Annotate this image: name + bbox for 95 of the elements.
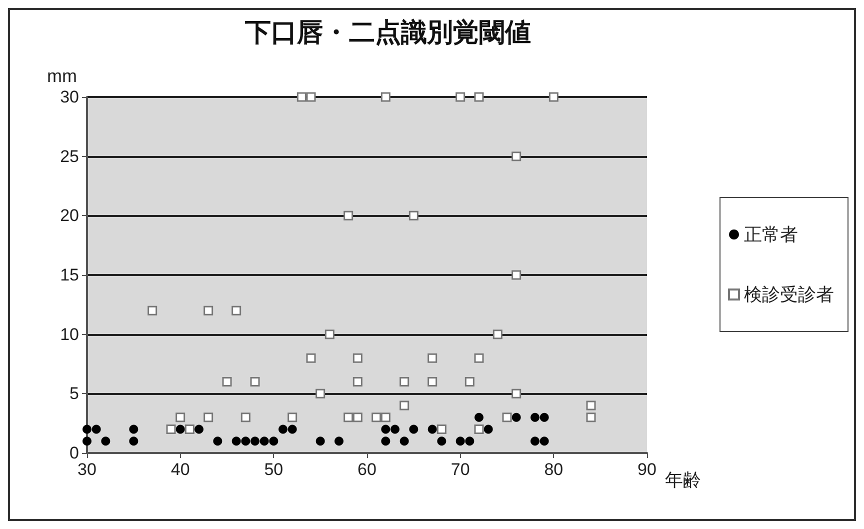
- point: [334, 436, 344, 446]
- point: [390, 424, 400, 434]
- point: [380, 92, 390, 102]
- point: [530, 412, 540, 422]
- point: [324, 330, 334, 340]
- point: [344, 412, 354, 422]
- point: [502, 412, 512, 422]
- point: [428, 353, 438, 363]
- point: [400, 377, 410, 387]
- point: [372, 412, 382, 422]
- point: [278, 424, 288, 434]
- point: [288, 424, 297, 434]
- legend-label: 正常者: [744, 224, 798, 244]
- point: [82, 436, 92, 446]
- y-tick-label: 10: [60, 324, 79, 344]
- point: [492, 330, 502, 340]
- point: [474, 424, 484, 434]
- point: [408, 210, 418, 220]
- point: [380, 412, 390, 422]
- legend-label: 検診受診者: [744, 284, 834, 304]
- point: [260, 436, 269, 446]
- point: [586, 412, 596, 422]
- point: [474, 353, 484, 363]
- point: [92, 424, 101, 434]
- point: [428, 424, 437, 434]
- point: [456, 436, 465, 446]
- point: [530, 436, 540, 446]
- point: [586, 400, 596, 410]
- point: [512, 388, 522, 398]
- y-tick-label: 5: [70, 384, 79, 404]
- point: [540, 436, 549, 446]
- point: [474, 92, 484, 102]
- point: [456, 92, 466, 102]
- point: [166, 424, 176, 434]
- point: [204, 306, 214, 316]
- chart-title: 下口唇・二点識別覚閾値: [244, 17, 531, 47]
- x-tick-label: 70: [450, 460, 470, 479]
- x-tick-label: 40: [170, 460, 190, 479]
- point: [381, 424, 390, 434]
- point: [512, 270, 522, 280]
- point: [101, 436, 110, 446]
- point: [176, 424, 185, 434]
- x-tick-label: 90: [638, 460, 656, 479]
- point: [409, 424, 418, 434]
- point: [204, 412, 214, 422]
- x-tick-label: 50: [264, 460, 284, 479]
- y-tick-label: 20: [60, 206, 79, 226]
- point: [316, 388, 326, 398]
- point: [296, 92, 306, 102]
- x-tick-label: 60: [358, 460, 376, 479]
- x-axis-title: 年齢: [665, 470, 701, 490]
- y-axis-title: mm: [47, 66, 77, 86]
- point: [241, 436, 250, 446]
- point: [540, 412, 549, 422]
- point: [464, 377, 474, 387]
- point: [512, 152, 522, 162]
- point: [352, 377, 362, 387]
- point: [306, 92, 316, 102]
- point: [288, 412, 298, 422]
- point: [232, 436, 241, 446]
- y-tick-label: 0: [70, 444, 79, 462]
- point: [400, 400, 410, 410]
- point: [484, 424, 493, 434]
- point: [148, 306, 158, 316]
- x-tick-label: 80: [544, 460, 564, 479]
- point: [82, 424, 92, 434]
- point: [306, 353, 316, 363]
- point: [129, 436, 138, 446]
- point: [437, 436, 446, 446]
- point: [474, 412, 484, 422]
- point: [194, 424, 204, 434]
- point: [352, 353, 362, 363]
- point: [548, 92, 558, 102]
- point: [250, 377, 260, 387]
- point: [176, 412, 186, 422]
- y-tick-label: 15: [60, 266, 79, 284]
- point: [184, 424, 194, 434]
- point: [269, 436, 278, 446]
- point: [344, 210, 354, 220]
- point: [400, 436, 409, 446]
- point: [129, 424, 138, 434]
- point: [222, 377, 232, 387]
- point: [213, 436, 222, 446]
- point: [240, 412, 250, 422]
- point: [232, 306, 242, 316]
- point: [250, 436, 260, 446]
- point: [316, 436, 325, 446]
- y-tick-label: 30: [60, 88, 79, 106]
- point: [512, 412, 521, 422]
- point: [436, 424, 446, 434]
- point: [381, 436, 390, 446]
- point: [428, 377, 438, 387]
- point: [465, 436, 474, 446]
- point: [352, 412, 362, 422]
- y-tick-label: 25: [60, 146, 79, 166]
